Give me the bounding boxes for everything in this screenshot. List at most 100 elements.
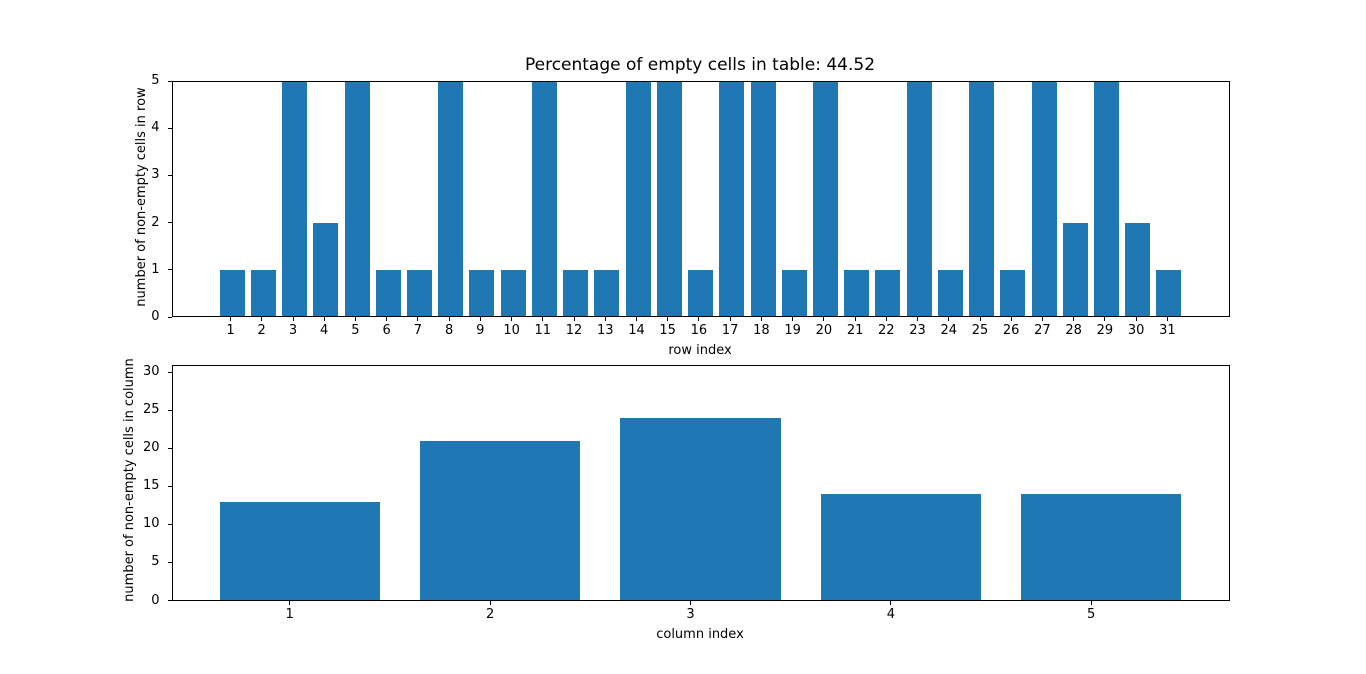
bar-row-3	[282, 81, 307, 317]
x-tick-label: 14	[628, 323, 645, 338]
y-tick	[167, 485, 172, 487]
bar-row-4	[313, 222, 339, 317]
x-tick	[1135, 317, 1137, 321]
y-tick	[167, 523, 172, 525]
x-tick-label: 12	[565, 323, 583, 338]
bar-row-10	[500, 269, 526, 317]
x-tick	[604, 317, 606, 321]
x-tick-label: 28	[1065, 323, 1082, 338]
bar-row-2	[250, 269, 276, 317]
bar-row-1	[219, 269, 245, 317]
x-tick-label: 30	[1127, 323, 1145, 338]
y-tick-label: 10	[142, 516, 160, 532]
x-tick-label: 24	[940, 323, 958, 338]
y-tick-label: 30	[142, 364, 160, 380]
bar-row-31	[1156, 269, 1182, 317]
bar-row-12	[563, 269, 589, 317]
bar-row-6	[375, 269, 401, 317]
y-tick	[167, 561, 172, 563]
bar-row-14	[625, 81, 651, 317]
x-tick-label: 19	[784, 323, 801, 338]
x-tick-label: 7	[413, 323, 423, 338]
bar-column-2	[420, 440, 581, 601]
x-tick	[885, 317, 887, 321]
y-tick	[167, 269, 172, 271]
x-tick	[261, 317, 263, 321]
y-tick-label: 20	[142, 440, 160, 456]
x-tick-label: 6	[382, 323, 391, 338]
x-tick	[1010, 317, 1012, 321]
x-tick-label: 2	[257, 323, 266, 338]
x-tick-label: 18	[753, 323, 770, 338]
y-tick	[167, 222, 172, 224]
bar-row-20	[812, 81, 838, 317]
x-tick-label: 17	[721, 323, 739, 338]
x-tick	[979, 317, 981, 321]
x-tick	[1041, 317, 1043, 321]
y-tick	[167, 127, 172, 129]
bar-row-18	[750, 81, 776, 317]
x-tick	[667, 317, 669, 321]
x-tick-label: 16	[690, 323, 708, 338]
x-tick	[948, 317, 950, 321]
x-tick	[323, 317, 325, 321]
row-chart-title: Percentage of empty cells in table: 44.5…	[524, 55, 876, 75]
row-chart-xaxis-label: row index	[668, 343, 732, 358]
x-tick	[489, 600, 491, 605]
x-tick-label: 10	[503, 323, 520, 338]
y-tick-label: 25	[142, 402, 160, 418]
x-tick	[417, 317, 419, 321]
x-tick-label: 8	[444, 323, 454, 338]
x-tick-label: 5	[351, 323, 360, 338]
y-tick	[167, 371, 172, 373]
x-tick	[890, 600, 892, 605]
x-tick-label: 13	[597, 323, 614, 338]
x-tick	[760, 317, 762, 321]
y-tick	[167, 316, 172, 318]
bar-row-30	[1125, 222, 1151, 317]
x-tick	[792, 317, 794, 321]
x-tick	[479, 317, 481, 321]
x-tick-label: 5	[1087, 606, 1096, 622]
bar-row-8	[438, 81, 464, 317]
x-tick	[1104, 317, 1106, 321]
x-tick	[698, 317, 700, 321]
x-tick	[823, 317, 825, 321]
x-tick	[636, 317, 637, 321]
x-tick	[230, 317, 231, 321]
x-tick-label: 11	[534, 323, 552, 338]
bar-row-9	[469, 269, 495, 317]
bar-row-28	[1062, 222, 1088, 317]
bar-column-5	[1021, 493, 1182, 601]
x-tick-label: 15	[659, 323, 676, 338]
x-tick-label: 1	[285, 606, 294, 622]
x-tick-label: 25	[971, 323, 989, 338]
y-tick	[167, 80, 172, 82]
x-tick-label: 4	[320, 323, 329, 338]
bar-row-24	[937, 269, 963, 317]
y-tick	[167, 447, 172, 449]
x-tick-label: 4	[886, 606, 896, 622]
bar-row-26	[1000, 269, 1026, 317]
y-tick-label: 4	[151, 120, 160, 136]
bar-row-7	[407, 269, 432, 317]
x-tick-label: 1	[226, 323, 235, 338]
x-tick	[690, 600, 691, 605]
bar-row-11	[531, 81, 557, 317]
bar-row-17	[719, 81, 745, 317]
x-tick-label: 27	[1034, 323, 1051, 338]
y-tick-label: 0	[151, 592, 160, 608]
bar-row-15	[656, 81, 682, 317]
bar-column-1	[219, 501, 380, 601]
y-tick-label: 3	[151, 167, 160, 183]
x-tick	[573, 317, 575, 321]
bar-row-5	[344, 81, 370, 317]
x-tick-label: 20	[815, 323, 833, 338]
bar-row-25	[969, 81, 995, 317]
x-tick-label: 26	[1002, 323, 1020, 338]
x-tick-label: 3	[288, 323, 298, 338]
x-tick	[1073, 317, 1075, 321]
x-tick-label: 21	[846, 323, 864, 338]
x-tick-label: 23	[909, 323, 926, 338]
